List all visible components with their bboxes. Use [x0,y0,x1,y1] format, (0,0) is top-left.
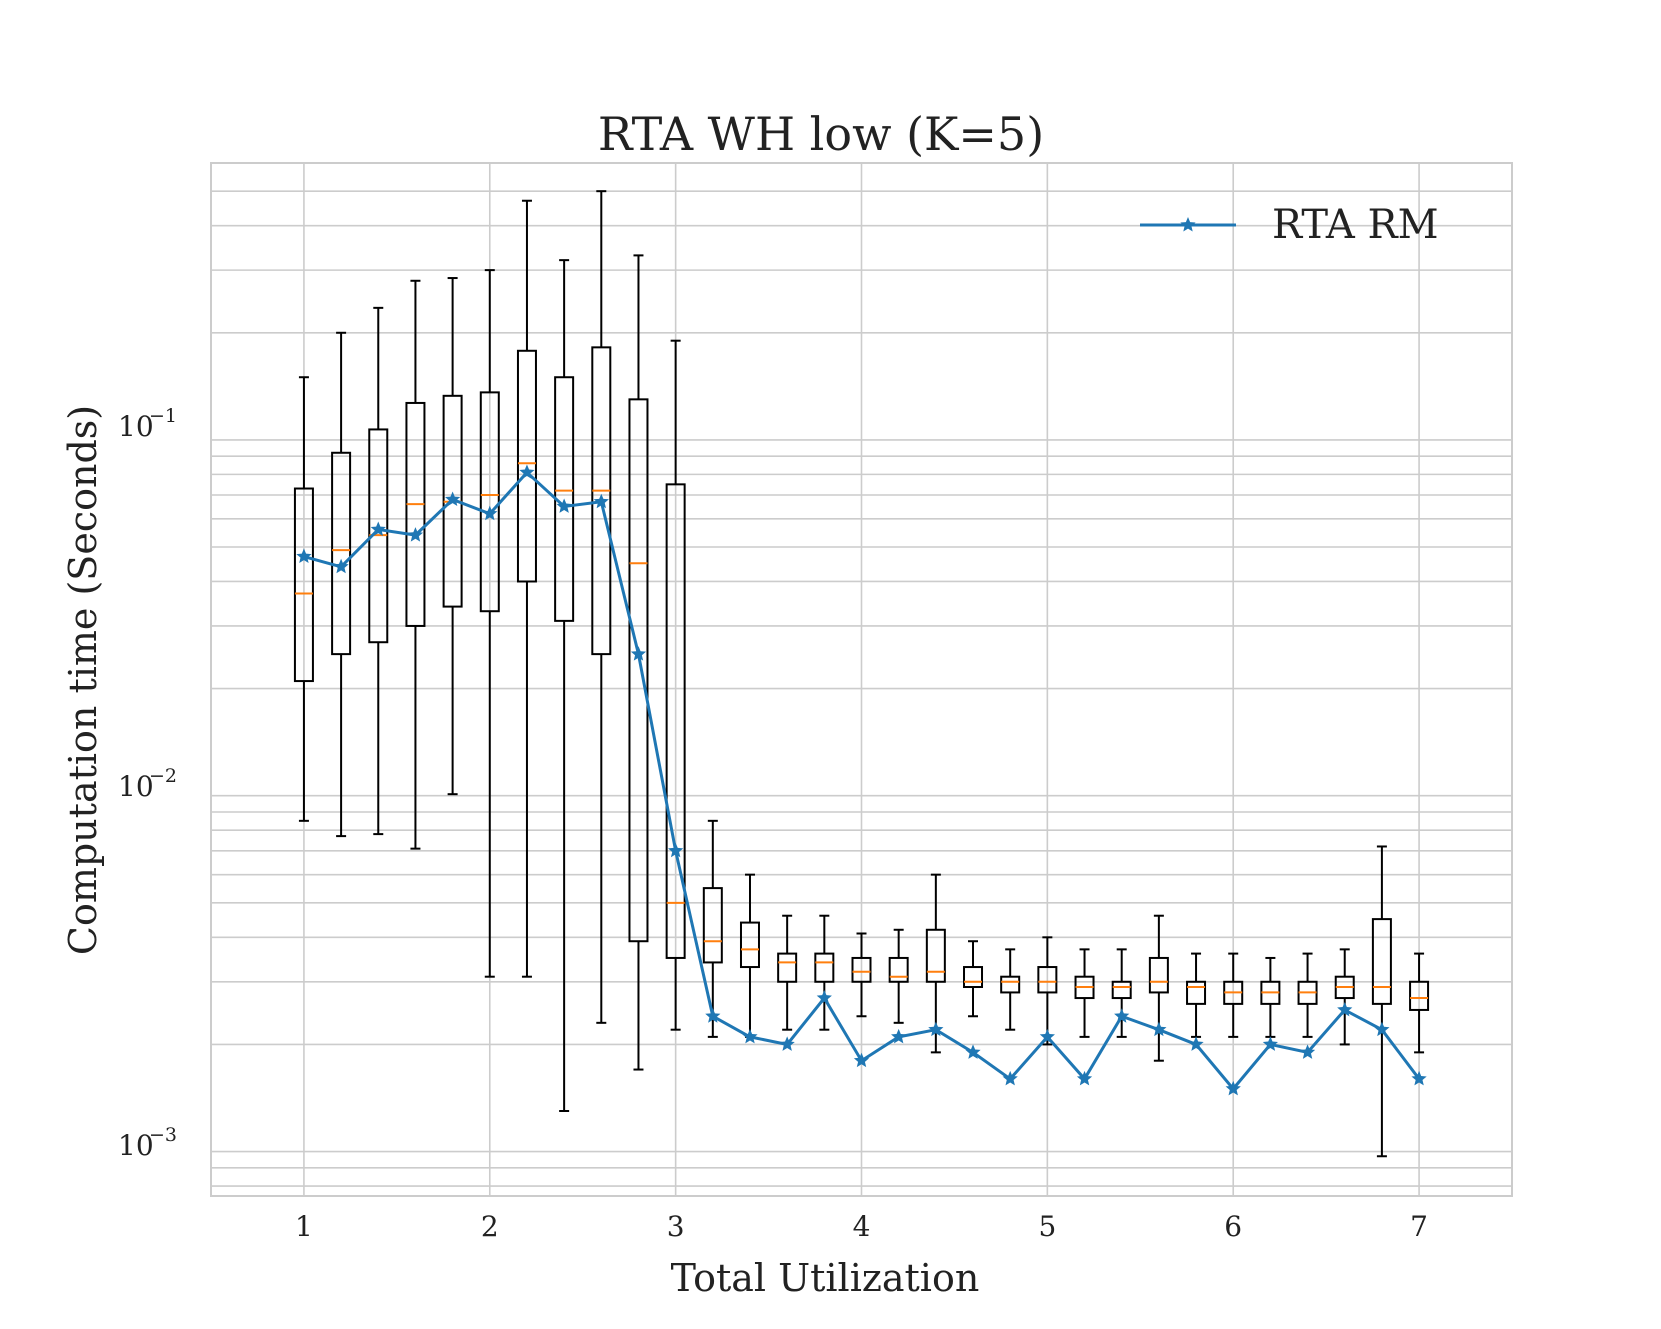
box-3.8 [815,916,833,1030]
box-5.8 [1187,954,1205,1037]
y-axis-label: Computation time (Seconds) [61,405,105,955]
box-6.6 [1336,949,1354,1044]
box-body [1113,982,1131,998]
x-tick-labels: 1 2 3 4 5 6 7 [295,1210,1428,1243]
box-body [964,967,982,987]
y-tick-label-0.01: 10 −2 [118,765,177,803]
box-3.2 [704,821,722,1037]
box-2 [481,270,499,977]
box-6.2 [1261,958,1279,1037]
box-2.4 [555,260,573,1111]
box-6.8 [1373,846,1391,1156]
box-1.8 [444,278,462,794]
box-3.4 [741,875,759,1037]
x-axis-label: Total Utilization [671,1256,980,1300]
box-body [890,958,908,982]
box-body [741,923,759,967]
y-tick-label-0.001: 10 −3 [118,1124,177,1162]
box-plot-chart: RTA WH low (K=5) Total Utilization Compu… [0,0,1661,1329]
box-3.6 [778,916,796,1030]
chart-title: RTA WH low (K=5) [598,107,1044,161]
x-tick-label: 4 [853,1210,871,1243]
box-body [778,954,796,982]
x-tick-label: 2 [481,1210,499,1243]
box-1.2 [332,333,350,836]
x-tick-label: 6 [1224,1210,1242,1243]
box-5.4 [1113,949,1131,1037]
box-4.2 [890,930,908,1023]
box-body [406,403,424,626]
x-tick-label: 5 [1038,1210,1056,1243]
box-body [1001,977,1019,993]
x-tick-label: 1 [295,1210,313,1243]
box-body [1373,919,1391,1004]
y-tick-label-0.1: 10 −1 [118,405,177,443]
box-4.8 [1001,949,1019,1029]
legend-label: RTA RM [1272,202,1439,248]
box-1.4 [369,308,387,834]
box-body [704,888,722,962]
box-6.4 [1299,954,1317,1037]
box-1.6 [406,281,424,849]
box-2.6 [592,191,610,1023]
box-body [1150,958,1168,992]
box-body [629,399,647,941]
y-tick-exponent: −3 [149,1124,177,1146]
y-tick-exponent: −1 [149,405,177,427]
box-body [815,954,833,982]
y-tick-exponent: −2 [149,765,177,787]
box-body [332,453,350,654]
x-tick-label: 3 [667,1210,685,1243]
box-body [1187,982,1205,1004]
box-5.2 [1076,949,1094,1037]
box-2.2 [518,201,536,977]
legend: RTA RM [1140,202,1439,248]
x-tick-label: 7 [1410,1210,1428,1243]
box-4.6 [964,941,982,1016]
legend-star-marker [1180,217,1195,231]
series-point [742,1029,757,1043]
box-2.8 [629,255,647,1069]
